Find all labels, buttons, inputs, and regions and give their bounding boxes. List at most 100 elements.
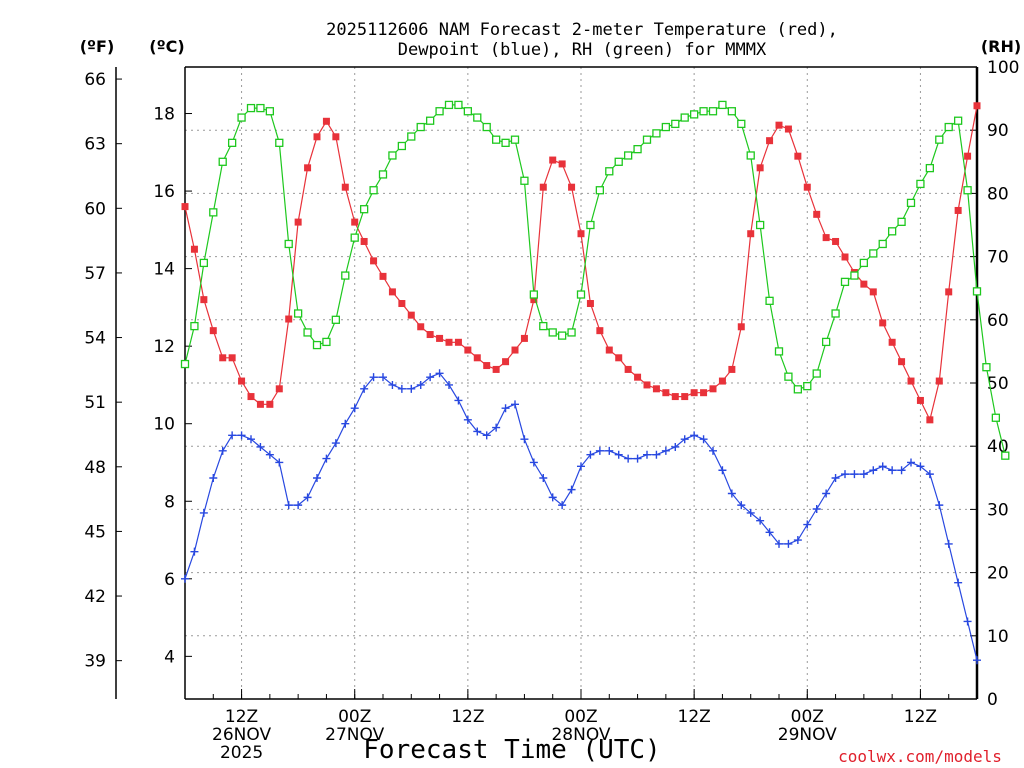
- temperature-point: [634, 373, 642, 381]
- rh-point: [803, 382, 812, 391]
- rh-point: [972, 287, 982, 296]
- dewpoint-point: [331, 439, 340, 448]
- rh-point: [557, 331, 567, 340]
- dewpoint-point: [916, 462, 925, 471]
- rh-tick-label: 100: [987, 58, 1019, 78]
- temperature-point: [954, 206, 962, 214]
- temperature-point: [568, 183, 576, 191]
- rh-point: [765, 296, 774, 305]
- series-dewpoint: [181, 369, 981, 665]
- rh-point: [312, 340, 322, 350]
- dewpoint-point: [463, 415, 472, 424]
- rh-point: [991, 413, 1001, 422]
- rh-point: [341, 271, 350, 280]
- dewpoint-point: [369, 373, 378, 382]
- x-tick-label: 12Z: [678, 707, 711, 727]
- dewpoint-point: [388, 380, 397, 389]
- temperature-point: [360, 237, 368, 245]
- dewpoint-point: [482, 431, 491, 440]
- temperature-point: [747, 230, 755, 238]
- x-tick-label: 27NOV: [325, 725, 384, 745]
- dewpoint-point: [888, 466, 897, 475]
- temperature-point: [266, 400, 274, 408]
- temperature-point: [209, 327, 217, 335]
- dewpoint-point: [727, 489, 736, 498]
- rh-point: [397, 141, 407, 151]
- temperature-point: [822, 234, 830, 242]
- fahrenheit-tick-label: 57: [84, 264, 106, 284]
- dewpoint-point: [944, 539, 953, 548]
- dewpoint-point: [529, 458, 538, 467]
- rh-point: [331, 315, 341, 324]
- rh-point: [586, 220, 595, 230]
- temperature-point: [916, 396, 924, 404]
- temperature-point: [775, 121, 783, 129]
- temperature-point: [219, 354, 227, 362]
- rh-point: [821, 337, 831, 347]
- rh-point: [520, 176, 529, 185]
- x-tick-label: 12Z: [904, 707, 937, 727]
- rh-point: [953, 116, 963, 125]
- temperature-point: [200, 296, 208, 304]
- rh-point: [407, 132, 416, 141]
- dewpoint-point: [973, 656, 981, 665]
- dewpoint-point: [322, 454, 331, 463]
- dewpoint-point: [756, 516, 765, 525]
- celsius-tick-label: 8: [164, 492, 175, 512]
- rh-point: [416, 122, 425, 132]
- dewpoint-point: [284, 501, 293, 510]
- celsius-tick-label: 12: [153, 337, 175, 357]
- dewpoint-point: [963, 617, 972, 626]
- temperature-point: [766, 137, 774, 145]
- temperature-point: [304, 164, 312, 172]
- dewpoint-point: [454, 396, 463, 405]
- dewpoint-point: [218, 446, 227, 455]
- rh-tick-label: 80: [987, 184, 1009, 204]
- rh-tick-label: 60: [987, 311, 1009, 331]
- rh-unit-label: (RH): [981, 37, 1021, 56]
- rh-point: [755, 220, 765, 230]
- dewpoint-point: [501, 404, 510, 413]
- x-tick-label: 26NOV: [212, 725, 271, 745]
- rh-point: [548, 328, 557, 337]
- rh-line: [184, 104, 1006, 456]
- rh-tick-label: 20: [987, 564, 1009, 584]
- rh-point: [595, 186, 605, 195]
- fahrenheit-unit-label: (ºF): [80, 37, 115, 56]
- chart-title-line1: 2025112606 NAM Forecast 2-meter Temperat…: [326, 20, 838, 40]
- dewpoint-point: [784, 539, 793, 548]
- temperature-point: [558, 160, 566, 168]
- temperature-point: [539, 183, 547, 191]
- rh-point: [887, 227, 897, 236]
- temperature-point: [285, 315, 293, 323]
- celsius-tick-label: 6: [164, 570, 175, 590]
- temperature-point: [426, 331, 434, 339]
- temperature-point: [643, 381, 651, 389]
- rh-point: [925, 163, 935, 173]
- dewpoint-point: [567, 485, 576, 494]
- temperature-point: [492, 365, 500, 373]
- dewpoint-point: [577, 462, 585, 471]
- temperature-point: [624, 365, 632, 373]
- temperature-point: [869, 288, 877, 296]
- temperature-point: [662, 389, 670, 397]
- celsius-tick-label: 18: [153, 105, 175, 125]
- temperature-point: [464, 346, 472, 354]
- temperature-point: [926, 416, 934, 424]
- rh-point: [369, 186, 378, 195]
- rh-point: [633, 145, 642, 154]
- rh-point: [501, 138, 510, 147]
- temperature-point: [756, 164, 764, 172]
- rh-point: [482, 122, 491, 132]
- dewpoint-point: [548, 493, 557, 502]
- rh-point: [916, 179, 925, 189]
- temperature-point: [671, 393, 679, 401]
- rh-point: [661, 122, 671, 132]
- temperature-point: [483, 362, 491, 370]
- temperature-point: [398, 300, 406, 308]
- dewpoint-point: [850, 470, 859, 479]
- rh-point: [642, 135, 652, 144]
- rh-point: [671, 119, 680, 129]
- rh-point: [303, 328, 312, 337]
